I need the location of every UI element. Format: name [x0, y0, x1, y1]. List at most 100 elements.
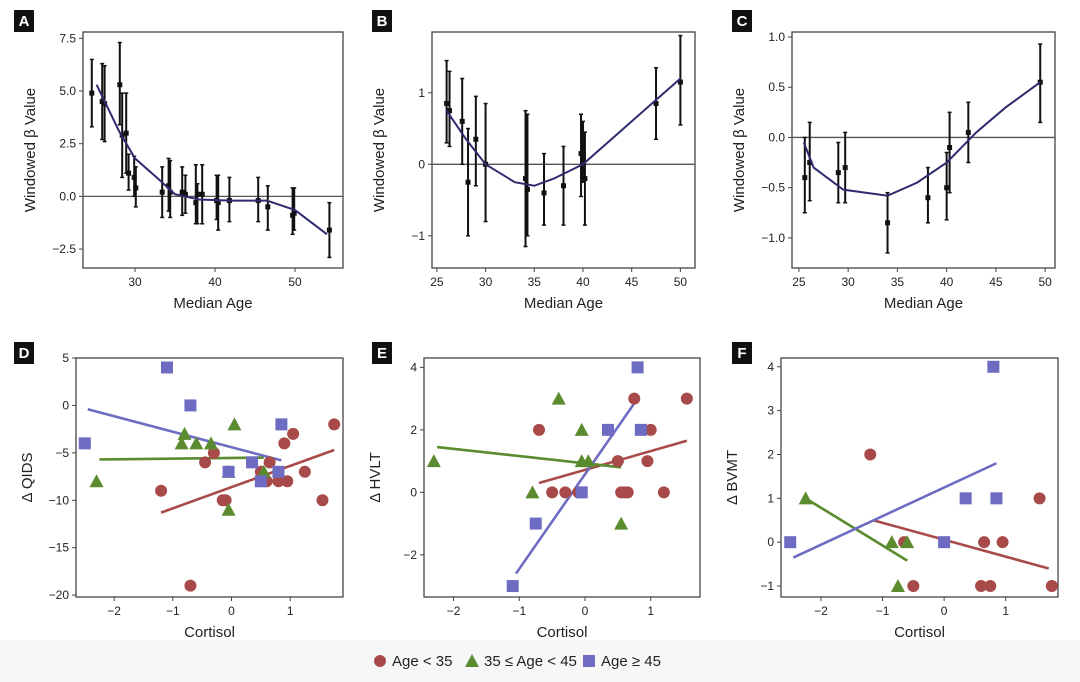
marker-circle — [1033, 492, 1046, 505]
data-point — [102, 101, 108, 107]
marker-square — [506, 580, 519, 593]
marker-triangle — [203, 436, 218, 450]
y-tick-label: −15 — [49, 541, 70, 555]
x-tick-label: 50 — [1038, 275, 1052, 289]
marker-circle — [155, 484, 168, 497]
fit-line-blue — [514, 397, 639, 575]
marker-circle — [287, 427, 300, 440]
y-axis-label: Δ BVMT — [724, 450, 741, 505]
data-point — [117, 82, 123, 88]
smooth-curve — [802, 81, 1041, 197]
marker-circle — [628, 392, 641, 405]
legend: Age < 35 35 ≤ Age < 45 Age ≥ 45 — [374, 653, 661, 670]
panel-label-box — [372, 10, 392, 32]
legend-band — [0, 640, 1080, 682]
x-tick-label: 30 — [128, 275, 142, 289]
data-point — [925, 195, 931, 201]
marker-square — [990, 492, 1003, 505]
x-tick-label: 1 — [1002, 604, 1009, 618]
x-tick-label: 45 — [989, 275, 1003, 289]
x-tick-label: 35 — [891, 275, 905, 289]
x-axis-label: Median Age — [524, 295, 603, 312]
marker-circle — [278, 437, 291, 450]
data-point — [582, 176, 588, 182]
x-tick-label: 1 — [287, 604, 294, 618]
marker-circle — [263, 456, 276, 469]
legend-triangle-icon — [465, 654, 479, 667]
marker-square — [959, 492, 972, 505]
marker-triangle — [89, 474, 104, 488]
panel-c: C 25 30 35 40 45 50 −1.0 −0.5 0.0 0.5 1.0 Median Age… — [731, 10, 1056, 312]
marker-square — [160, 361, 173, 374]
y-tick-label: −5 — [55, 446, 69, 460]
data-point — [947, 144, 953, 150]
y-tick-label: 3 — [767, 404, 774, 418]
x-tick-label: 40 — [576, 275, 590, 289]
data-point — [133, 185, 139, 191]
y-tick-label: 0.0 — [59, 189, 76, 203]
panel-a: A 30 40 50 −2.5 0.0 2.5 5.0 7.5 Median Age Windowe… — [14, 10, 344, 312]
fit-line-red — [160, 448, 335, 514]
marker-triangle — [798, 491, 813, 505]
marker-circle — [996, 536, 1009, 549]
y-tick-label: 0 — [767, 535, 774, 549]
x-tick-label: 50 — [288, 275, 302, 289]
marker-circle — [644, 423, 657, 436]
marker-circle — [281, 475, 294, 488]
panel-label: E — [377, 345, 387, 362]
y-tick-label: −0.5 — [761, 181, 785, 195]
marker-circle — [907, 580, 920, 593]
data-point — [944, 185, 950, 191]
smooth-curve — [445, 77, 682, 187]
y-tick-label: 2.5 — [59, 137, 76, 151]
x-tick-label: 1 — [647, 604, 654, 618]
y-tick-label: 0.5 — [768, 80, 785, 94]
y-tick-label: −2.5 — [52, 242, 76, 256]
marker-circle — [184, 579, 197, 592]
panel-b: B 25 30 35 40 45 50 −1 0 1 Median Age Windowed β Va… — [371, 10, 696, 312]
marker-circle — [611, 455, 624, 468]
x-tick-label: −2 — [107, 604, 121, 618]
marker-square — [938, 536, 951, 549]
plot-area — [791, 31, 1056, 269]
marker-circle — [1045, 580, 1058, 593]
data-point — [885, 220, 891, 226]
data-point — [166, 183, 172, 189]
marker-square — [254, 475, 267, 488]
data-point — [802, 175, 808, 181]
data-point — [199, 191, 205, 197]
marker-triangle — [525, 485, 540, 499]
data-point — [807, 160, 813, 166]
marker-circle — [546, 486, 559, 499]
marker-circle — [199, 456, 212, 469]
panel-label: F — [737, 345, 746, 362]
data-point — [578, 151, 584, 157]
data-point — [159, 189, 165, 195]
panel-label-box — [14, 10, 34, 32]
marker-square — [184, 399, 197, 412]
y-tick-label: 5 — [62, 351, 69, 365]
smooth-curve — [95, 84, 328, 236]
x-axis-label: Median Age — [173, 295, 252, 312]
marker-triangle — [574, 422, 589, 436]
data-point — [89, 90, 95, 96]
data-point — [326, 227, 332, 233]
marker-circle — [864, 448, 877, 461]
x-tick-label: 0 — [941, 604, 948, 618]
data-point — [473, 136, 479, 142]
marker-triangle — [256, 464, 271, 478]
marker-circle — [316, 494, 329, 507]
x-tick-label: 50 — [674, 275, 688, 289]
marker-triangle — [581, 454, 596, 468]
marker-square — [602, 423, 614, 436]
x-tick-label: 0 — [582, 604, 589, 618]
y-tick-label: −1 — [760, 579, 774, 593]
marker-circle — [207, 446, 220, 459]
y-tick-label: 5.0 — [59, 84, 76, 98]
marker-square — [784, 536, 797, 549]
y-tick-label: 4 — [767, 360, 774, 374]
marker-circle — [680, 392, 693, 405]
y-tick-label: 4 — [410, 360, 417, 374]
panel-e: E −2 −1 0 1 −2 0 2 4 Cortisol Δ HVLT — [367, 342, 701, 641]
